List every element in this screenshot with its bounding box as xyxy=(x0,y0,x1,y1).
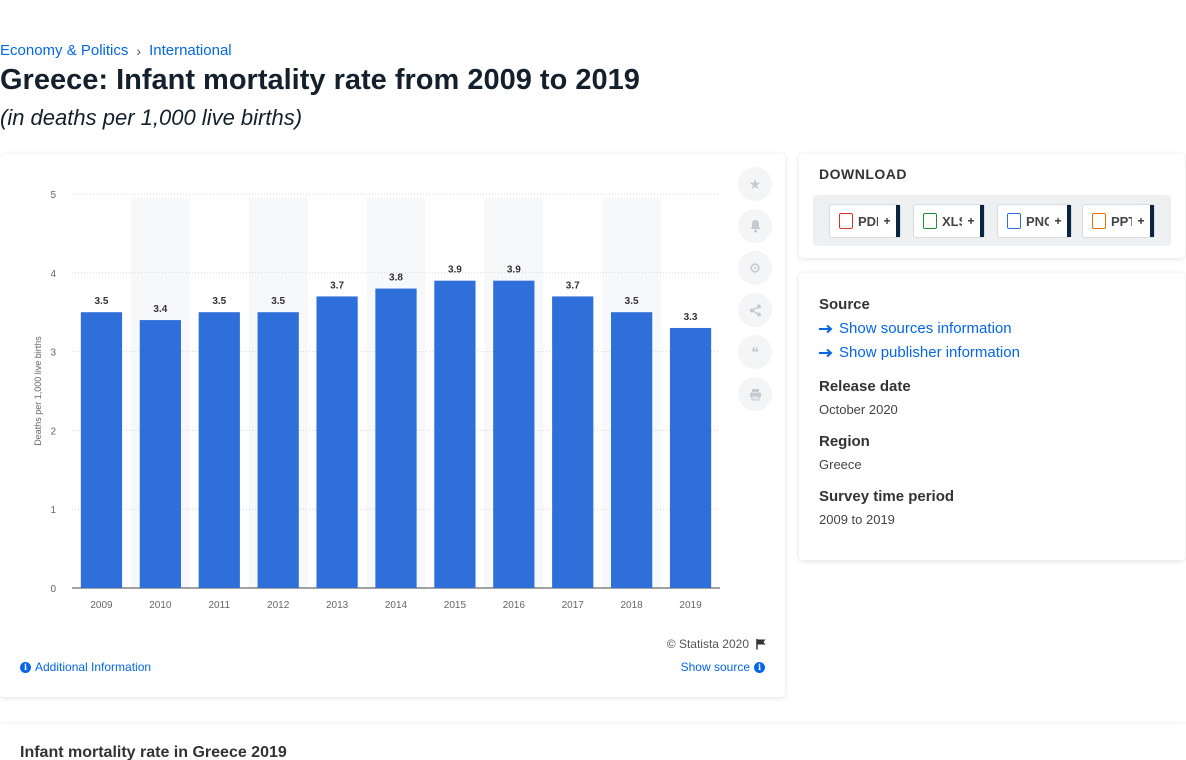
chart-card: 0 1 2 3 4 5 3.5 2009 3.4 2010 3.5 2011 3.5 2012 3.7 201… xyxy=(0,154,785,697)
page-title: Greece: Infant mortality rate from 2009 … xyxy=(0,64,640,96)
data-label: 3.3 xyxy=(684,312,698,323)
y-tick-label: 2 xyxy=(50,426,56,437)
survey-period-value: 2009 to 2019 xyxy=(819,512,895,527)
download-pdf-label: PDF xyxy=(858,213,884,229)
statistic-details-card: Source Show sources information Show pub… xyxy=(799,273,1185,560)
plus-icon: + xyxy=(883,214,891,228)
y-tick-label: 5 xyxy=(50,190,56,201)
bell-icon[interactable] xyxy=(738,209,772,243)
share-icon[interactable] xyxy=(738,293,772,327)
bar xyxy=(139,320,181,588)
info-icon: i xyxy=(20,661,31,673)
bar xyxy=(669,327,712,588)
bar xyxy=(611,312,653,588)
show-source-label: Show source xyxy=(680,660,750,674)
x-tick-label: 2019 xyxy=(679,600,702,611)
y-tick-label: 4 xyxy=(50,269,56,280)
download-xls-label: XLS xyxy=(942,213,968,229)
download-card: DOWNLOAD PDF + XLS + PNG + PPT + xyxy=(799,154,1185,258)
additional-information-link[interactable]: i Additional Information xyxy=(20,660,151,674)
x-tick-label: 2015 xyxy=(444,600,467,611)
ppt-file-icon xyxy=(1092,213,1106,229)
x-tick-label: 2016 xyxy=(503,600,526,611)
x-tick-label: 2018 xyxy=(621,600,644,611)
bar xyxy=(316,296,358,588)
release-date-label: Release date xyxy=(819,378,911,395)
breadcrumb-international[interactable]: International xyxy=(149,42,232,59)
download-ppt-label: PPT xyxy=(1111,213,1137,229)
region-value: Greece xyxy=(819,457,862,472)
data-label: 3.5 xyxy=(625,296,639,307)
source-label: Source xyxy=(819,296,870,313)
gear-icon[interactable]: ⚙ xyxy=(738,251,772,285)
bar xyxy=(198,312,240,588)
png-file-icon xyxy=(1007,213,1021,229)
data-label: 3.5 xyxy=(271,296,285,307)
copyright: © Statista 2020 xyxy=(667,637,767,651)
x-tick-label: 2012 xyxy=(267,600,290,611)
release-date-value: October 2020 xyxy=(819,402,898,417)
data-label: 3.7 xyxy=(566,280,580,291)
flag-icon[interactable] xyxy=(755,638,767,650)
breadcrumb: Economy & Politics › International xyxy=(0,42,232,59)
x-tick-label: 2011 xyxy=(209,600,231,611)
bar xyxy=(434,280,476,588)
copyright-text: © Statista 2020 xyxy=(666,637,749,651)
bar xyxy=(375,288,417,588)
data-label: 3.9 xyxy=(448,265,462,276)
show-source-link[interactable]: Show source i xyxy=(681,660,765,674)
data-label: 3.4 xyxy=(153,304,167,315)
plus-icon: + xyxy=(1137,214,1145,228)
plus-icon: + xyxy=(1054,214,1062,228)
quote-icon[interactable]: ❝ xyxy=(738,335,772,369)
y-tick-label: 3 xyxy=(50,348,56,359)
info-icon: i xyxy=(754,661,765,673)
pdf-file-icon xyxy=(839,213,853,229)
print-icon[interactable] xyxy=(738,377,772,411)
x-tick-label: 2010 xyxy=(149,600,172,611)
arrow-right-icon xyxy=(819,348,833,357)
bar xyxy=(257,312,299,588)
download-png-button[interactable]: PNG + xyxy=(997,204,1072,238)
data-label: 3.9 xyxy=(507,265,521,276)
additional-information-label: Additional Information xyxy=(35,660,152,674)
description-title: Infant mortality rate in Greece 2019 xyxy=(20,744,287,760)
download-xls-button[interactable]: XLS + xyxy=(913,204,985,238)
arrow-right-icon xyxy=(819,324,833,333)
download-title: DOWNLOAD xyxy=(819,166,907,182)
bar xyxy=(552,296,594,588)
star-icon[interactable]: ★ xyxy=(738,167,772,201)
y-tick-label: 1 xyxy=(50,505,56,516)
region-label: Region xyxy=(819,433,870,450)
data-label: 3.5 xyxy=(95,296,109,307)
breadcrumb-economy-politics[interactable]: Economy & Politics xyxy=(0,42,129,59)
download-bar: PDF + XLS + PNG + PPT + xyxy=(813,195,1171,246)
show-sources-label: Show sources information xyxy=(839,320,1012,337)
bar xyxy=(493,280,535,588)
bar xyxy=(80,312,123,588)
page-subtitle: (in deaths per 1,000 live births) xyxy=(0,105,303,130)
x-tick-label: 2009 xyxy=(90,600,113,611)
y-tick-label: 0 xyxy=(50,584,56,595)
survey-period-label: Survey time period xyxy=(819,488,955,505)
show-publisher-label: Show publisher information xyxy=(839,344,1020,361)
bar-chart: 0 1 2 3 4 5 3.5 2009 3.4 2010 3.5 2011 3.5 2012 3.7 201… xyxy=(33,190,720,611)
x-tick-label: 2013 xyxy=(326,600,349,611)
xls-file-icon xyxy=(923,213,937,229)
breadcrumb-separator: › xyxy=(136,42,142,59)
data-label: 3.8 xyxy=(389,273,403,284)
description-card: Infant mortality rate in Greece 2019 xyxy=(0,724,1186,760)
x-tick-label: 2014 xyxy=(385,600,408,611)
show-sources-link[interactable]: Show sources information xyxy=(819,320,1012,337)
download-png-label: PNG xyxy=(1026,213,1055,229)
data-label: 3.7 xyxy=(330,280,344,291)
download-ppt-button[interactable]: PPT + xyxy=(1082,204,1155,238)
x-tick-label: 2017 xyxy=(562,600,585,611)
plus-icon: + xyxy=(967,214,975,228)
show-publisher-link[interactable]: Show publisher information xyxy=(819,344,1020,361)
data-label: 3.5 xyxy=(212,296,226,307)
download-pdf-button[interactable]: PDF + xyxy=(829,204,901,238)
y-axis-label: Deaths per 1,000 live births xyxy=(33,336,43,446)
